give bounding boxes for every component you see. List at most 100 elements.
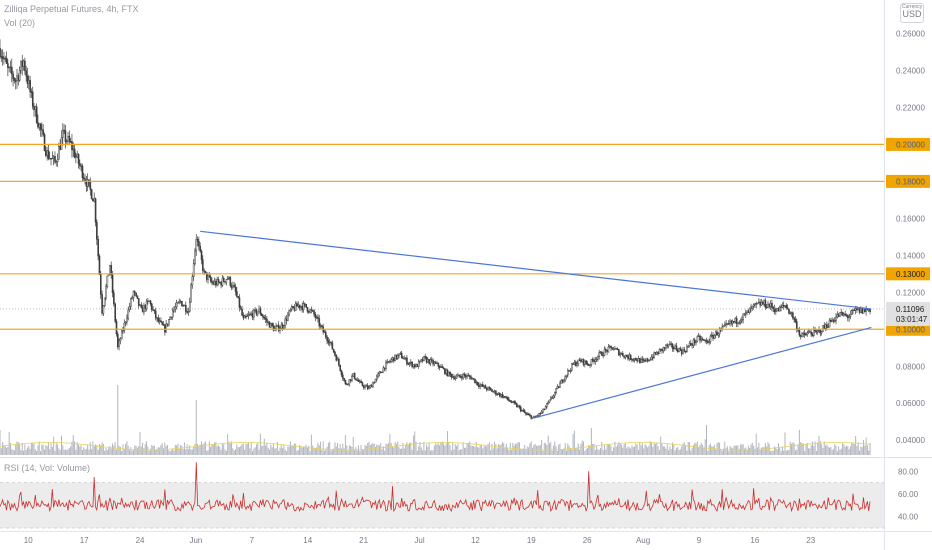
candle-body — [523, 410, 526, 414]
candle-body — [849, 314, 852, 317]
volume-bar — [355, 447, 357, 455]
volume-bar — [6, 447, 8, 455]
volume-bar — [602, 450, 604, 455]
volume-bar — [787, 449, 789, 455]
volume-bar — [817, 442, 819, 455]
candle-body — [830, 319, 832, 323]
volume-bar — [745, 447, 747, 455]
candle-body — [308, 311, 310, 313]
volume-bar — [751, 442, 753, 455]
price-tick-label: 0.14000 — [896, 251, 925, 260]
candle-body — [238, 297, 241, 308]
candle-body — [198, 241, 200, 247]
volume-bar — [301, 447, 303, 455]
candle-body — [636, 359, 639, 362]
volume-bar — [432, 450, 434, 455]
horizontal-levels[interactable]: 0.20000 0.18000 0.13000 0.10000 0.1109603:01… — [0, 137, 930, 336]
volume-bar — [480, 445, 482, 455]
currency-button[interactable]: Currency USD — [900, 3, 924, 23]
candle-body — [679, 348, 682, 351]
candle-body — [472, 378, 475, 380]
candle-body — [94, 198, 97, 223]
volume-bar — [190, 449, 192, 455]
volume-bar — [136, 447, 138, 455]
candle-body — [376, 375, 378, 380]
volume-bar — [170, 450, 172, 455]
volume-bar — [426, 444, 428, 455]
volume-bar — [531, 447, 533, 455]
volume-bar — [296, 450, 298, 455]
volume-bar — [59, 449, 61, 455]
candle-body — [188, 301, 191, 312]
candle-body — [516, 403, 518, 408]
volume-bar — [351, 446, 353, 455]
price-axis[interactable]: 0.26000 0.24000 0.22000 0.20000 0.18000 0.160… — [896, 29, 925, 521]
volume-bar — [392, 447, 393, 455]
candle-body — [377, 373, 379, 377]
trendlines[interactable] — [200, 230, 872, 419]
price-tick-label: 0.18000 — [896, 177, 925, 186]
volume-bar — [228, 441, 230, 455]
rsi-series — [0, 462, 871, 513]
volume-bar — [694, 442, 696, 455]
candle-body — [488, 387, 491, 389]
symbol-legend: Zilliqa Perpetual Futures, 4h, FTX — [4, 4, 139, 14]
volume-bar — [92, 441, 94, 455]
candle-body — [359, 381, 361, 383]
candle-body — [202, 259, 204, 271]
volume-bar — [450, 450, 452, 455]
candle-body — [588, 364, 590, 366]
candle-body — [55, 161, 58, 163]
candle-body — [529, 414, 531, 416]
volume-bar — [182, 448, 184, 455]
level-badge — [886, 267, 930, 281]
candle-body — [148, 300, 150, 302]
candle-body — [543, 408, 546, 410]
volume-bar — [68, 448, 70, 455]
candle-body — [174, 306, 177, 310]
volume-bar — [797, 444, 799, 455]
candle-body — [701, 338, 704, 341]
candle-body — [109, 265, 111, 275]
volume-bar — [466, 443, 468, 455]
candle-body — [370, 385, 373, 388]
volume-bar — [474, 447, 476, 455]
candle-body — [294, 303, 297, 311]
volume-bar — [643, 448, 645, 455]
candle-body — [305, 304, 307, 308]
candle-body — [428, 359, 430, 364]
candle-body — [864, 308, 866, 312]
volume-bar — [775, 447, 777, 455]
volume-bar — [364, 444, 366, 455]
candle-body — [560, 380, 563, 384]
candle-body — [690, 343, 692, 345]
volume-bar — [8, 432, 10, 455]
rsi-legend: RSI (14, Vol: Volume) — [4, 463, 91, 473]
volume-bar — [427, 446, 429, 455]
volume-bar — [331, 449, 333, 455]
candle-body — [622, 352, 624, 357]
volume-bar — [200, 441, 202, 455]
volume-bar — [85, 448, 87, 455]
volume-bar — [278, 450, 280, 455]
candle-body — [228, 276, 230, 279]
candle-body — [819, 329, 822, 334]
candle-body — [85, 181, 88, 187]
candle-body — [215, 281, 217, 286]
candle-body — [462, 373, 464, 379]
volume-bar — [783, 450, 785, 455]
volume-bar — [674, 450, 676, 455]
candle-body — [139, 304, 141, 306]
volume-bar — [121, 451, 123, 455]
candle-body — [301, 306, 304, 310]
volume-bar — [653, 442, 655, 455]
candle-body — [564, 376, 567, 381]
volume-bar — [648, 445, 650, 455]
volume-bar — [639, 441, 641, 455]
volume-bar — [365, 445, 367, 455]
candle-body — [213, 281, 216, 285]
time-axis[interactable]: 10 17 24 Jun 7 14 21 Jul 12 19 26 Aug 9 16 23 — [24, 536, 816, 545]
time-tick-label: 17 — [80, 536, 89, 545]
candle-body — [361, 382, 364, 387]
